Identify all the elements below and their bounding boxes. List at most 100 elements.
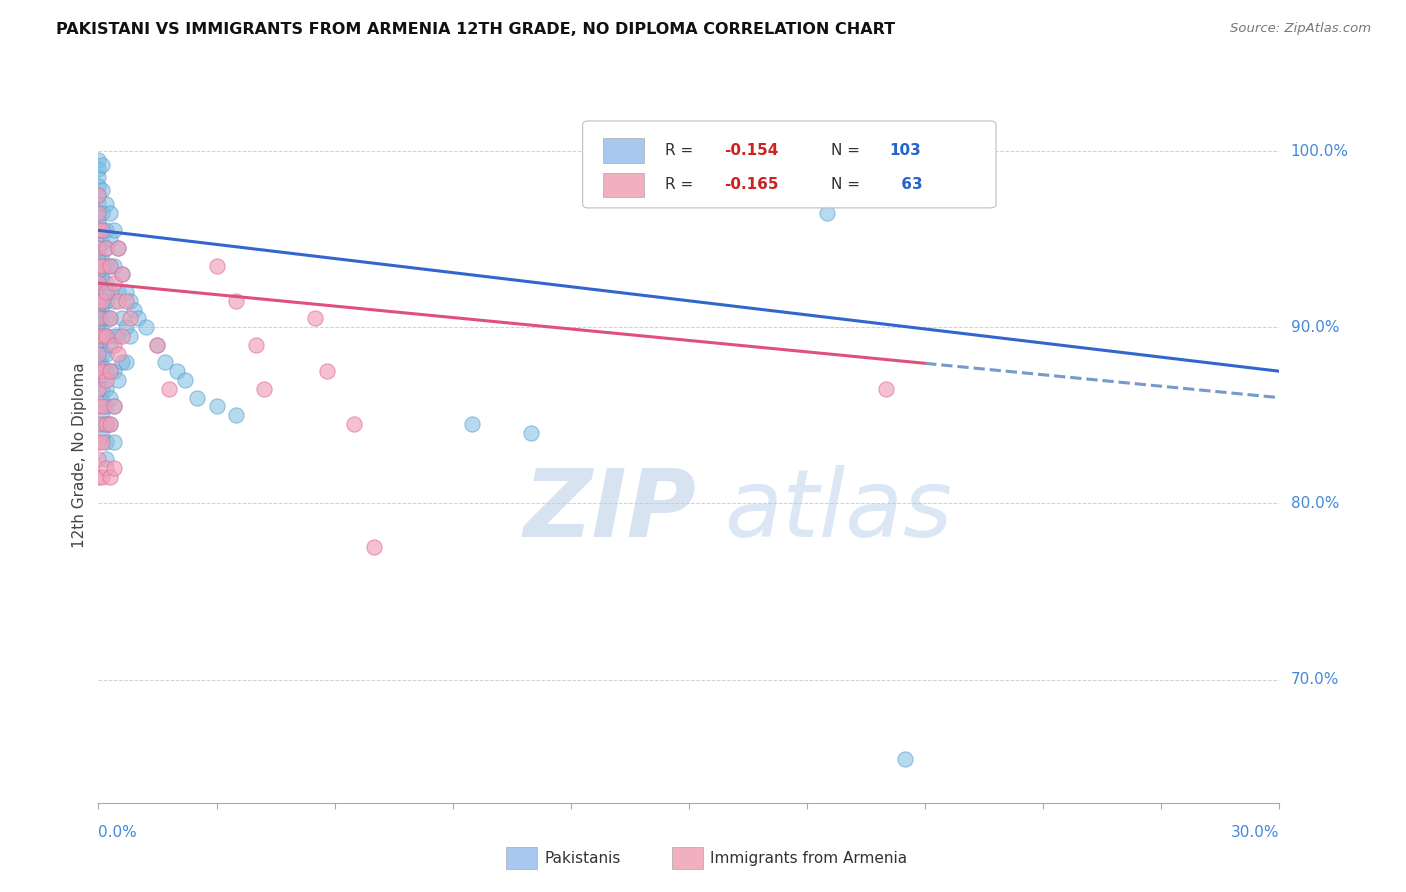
Text: N =: N = — [831, 178, 865, 193]
Point — [107, 241, 129, 255]
Point — [111, 268, 134, 282]
Point — [91, 394, 114, 409]
Point — [87, 346, 110, 360]
Point — [115, 285, 138, 299]
Point — [96, 346, 118, 360]
Point — [91, 359, 114, 373]
Point — [103, 400, 125, 414]
Text: Source: ZipAtlas.com: Source: ZipAtlas.com — [1230, 22, 1371, 36]
Point — [87, 364, 110, 378]
Point — [91, 470, 114, 484]
Point — [98, 391, 121, 405]
Point — [91, 329, 114, 343]
Point — [96, 329, 118, 343]
FancyBboxPatch shape — [603, 173, 644, 197]
Point — [111, 311, 134, 326]
Point — [96, 223, 118, 237]
Point — [91, 311, 114, 326]
Point — [115, 320, 138, 334]
Point — [91, 324, 114, 338]
Text: N =: N = — [831, 143, 865, 158]
Point — [96, 285, 118, 299]
Point — [96, 293, 118, 308]
Point — [225, 409, 247, 423]
Point — [98, 259, 121, 273]
Point — [96, 276, 118, 290]
Point — [87, 311, 110, 326]
Point — [245, 338, 267, 352]
Point — [135, 320, 157, 334]
Point — [520, 425, 543, 440]
Text: 103: 103 — [890, 143, 921, 158]
Point — [96, 241, 118, 255]
Point — [98, 232, 121, 246]
Point — [87, 232, 110, 246]
Point — [107, 285, 129, 299]
Point — [87, 253, 110, 268]
Point — [91, 223, 114, 237]
Point — [91, 417, 114, 431]
Point — [96, 452, 118, 467]
Point — [87, 241, 110, 255]
Point — [96, 329, 118, 343]
Point — [107, 329, 129, 343]
Text: PAKISTANI VS IMMIGRANTS FROM ARMENIA 12TH GRADE, NO DIPLOMA CORRELATION CHART: PAKISTANI VS IMMIGRANTS FROM ARMENIA 12T… — [56, 22, 896, 37]
Point — [96, 373, 118, 387]
Point — [107, 293, 129, 308]
Point — [205, 400, 228, 414]
Point — [96, 417, 118, 431]
Point — [96, 241, 118, 255]
Point — [91, 299, 114, 313]
Point — [91, 382, 114, 396]
Point — [118, 293, 141, 308]
Point — [304, 311, 326, 326]
Point — [87, 161, 110, 176]
Point — [87, 382, 110, 396]
Point — [166, 364, 188, 378]
Point — [315, 364, 337, 378]
Point — [87, 281, 110, 295]
Point — [87, 311, 110, 326]
Point — [875, 382, 897, 396]
Point — [98, 205, 121, 219]
Point — [103, 223, 125, 237]
Point — [894, 752, 917, 766]
Point — [87, 293, 110, 308]
Point — [103, 400, 125, 414]
Point — [103, 338, 125, 352]
Point — [91, 205, 114, 219]
Point — [146, 338, 169, 352]
Point — [87, 470, 110, 484]
Point — [87, 241, 110, 255]
Point — [96, 400, 118, 414]
Point — [87, 293, 110, 308]
Point — [146, 338, 169, 352]
Point — [87, 338, 110, 352]
Point — [87, 188, 110, 202]
Point — [87, 299, 110, 313]
Point — [87, 205, 110, 219]
Point — [87, 317, 110, 331]
Point — [91, 183, 114, 197]
Point — [87, 250, 110, 264]
Point — [91, 285, 114, 299]
Point — [111, 329, 134, 343]
Point — [87, 197, 110, 211]
Point — [98, 311, 121, 326]
Point — [91, 271, 114, 285]
Point — [87, 306, 110, 320]
Point — [107, 241, 129, 255]
Point — [91, 400, 114, 414]
Point — [111, 355, 134, 369]
Point — [87, 329, 110, 343]
Point — [91, 259, 114, 273]
Point — [96, 382, 118, 396]
Point — [87, 329, 110, 343]
Point — [87, 264, 110, 278]
Point — [87, 223, 110, 237]
Point — [103, 329, 125, 343]
Point — [87, 271, 110, 285]
Point — [91, 346, 114, 360]
Point — [87, 400, 110, 414]
Point — [87, 223, 110, 237]
